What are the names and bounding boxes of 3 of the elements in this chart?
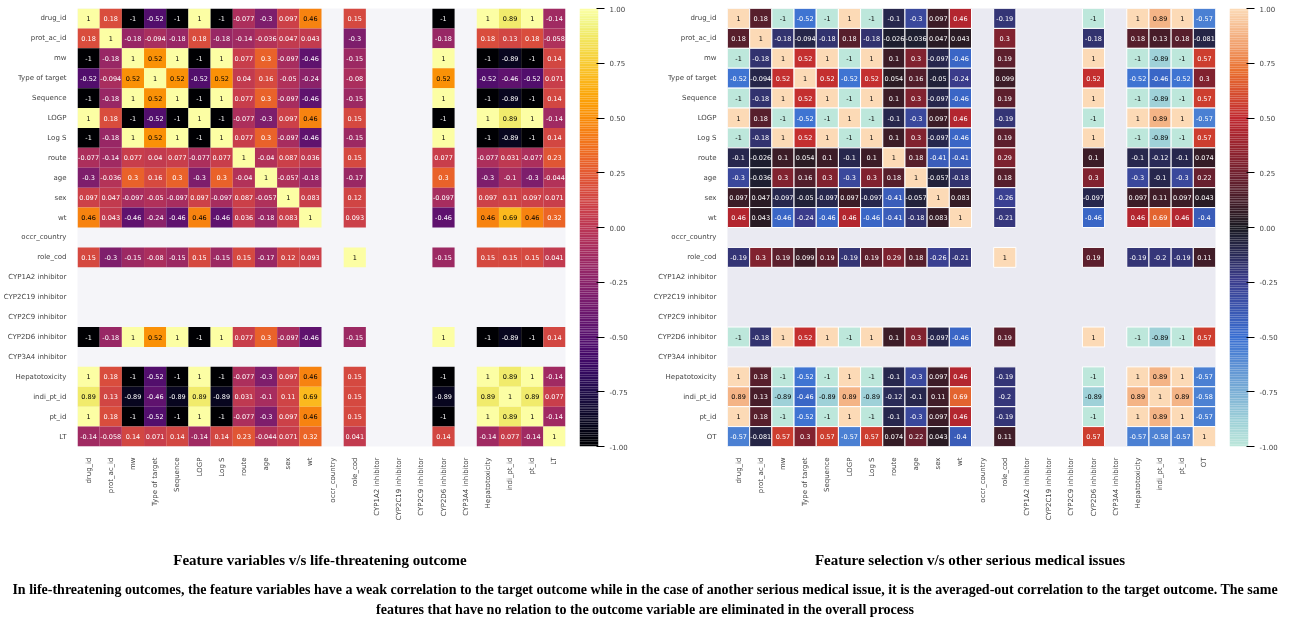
text: Feature selection v/s other serious medical issues <box>814 551 1126 570</box>
text: Feature variables v/s life-threatening outcome <box>173 551 467 570</box>
text: In life-threatening outcomes, the feature variables have a weak correlation to the target outcome while in the case of another serious medical issue, it is the averaged-out correlation to the target outcome. The same features that have no relation to the outcome variable are eliminated in the overall process <box>11 581 1279 619</box>
